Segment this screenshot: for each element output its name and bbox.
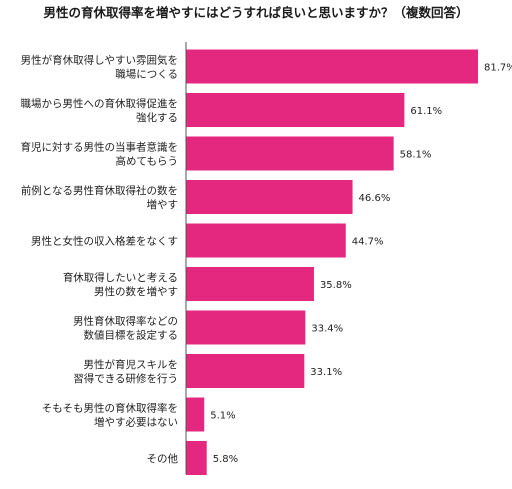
data-label: 5.8% <box>213 454 238 465</box>
category-label: 習得できる研修を行う <box>73 372 178 385</box>
category-label: 男性と女性の収入格差をなくす <box>31 235 178 248</box>
data-label: 61.1% <box>410 106 442 117</box>
data-label: 58.1% <box>400 150 432 161</box>
category-label: 職場につくる <box>115 68 178 81</box>
category-label: 高めてもらう <box>116 155 178 168</box>
category-label: 前例となる男性育休取得社の数を <box>21 184 178 197</box>
bar <box>186 354 305 388</box>
bar <box>186 93 405 127</box>
category-label: そもそも男性の育休取得率を <box>42 402 178 415</box>
data-label: 5.1% <box>210 411 235 422</box>
chart-title: 男性の育休取得率を増やすにはどうすれば良いと思いますか？（複数回答） <box>43 5 469 20</box>
category-label: 強化する <box>136 111 178 124</box>
bar <box>186 180 353 214</box>
category-label: 男性育休取得率などの <box>73 315 178 328</box>
bar <box>186 441 207 475</box>
category-label: その他 <box>147 452 179 465</box>
category-label: 増やす <box>147 198 179 211</box>
data-label: 33.4% <box>311 324 343 335</box>
data-label: 33.1% <box>310 367 342 378</box>
category-label: 数値目標を設定する <box>84 329 179 342</box>
data-label: 46.6% <box>359 193 391 204</box>
category-label: 男性が育休取得しやすい雰囲気を <box>21 54 178 67</box>
category-label: 育休取得したいと考える <box>63 271 178 284</box>
category-label: 職場から男性への育休取得促進を <box>21 97 179 110</box>
bar <box>186 267 314 301</box>
bar <box>186 223 346 258</box>
category-label: 男性が育児スキルを <box>84 358 179 371</box>
data-label: 81.7% <box>484 63 512 74</box>
bar <box>186 310 306 345</box>
category-label: 男性の数を増やす <box>94 285 178 298</box>
bar <box>186 136 394 171</box>
bar <box>186 49 478 84</box>
category-label: 育児に対する男性の当事者意識を <box>21 141 179 154</box>
category-label: 増やす必要はない <box>94 416 178 429</box>
bar <box>186 397 205 432</box>
data-label: 44.7% <box>352 237 384 248</box>
data-label: 35.8% <box>320 280 352 291</box>
